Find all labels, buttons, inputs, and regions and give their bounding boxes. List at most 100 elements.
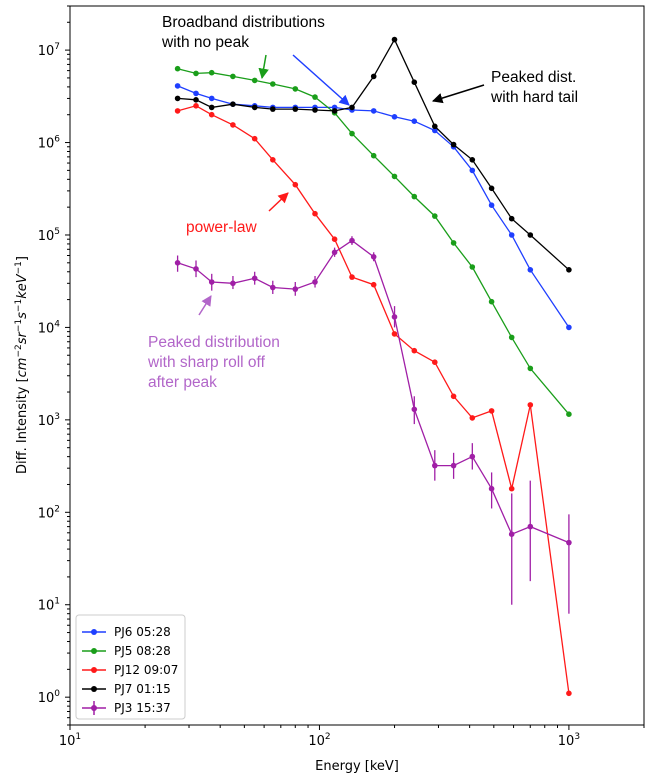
data-point [469, 415, 476, 421]
annotation-sharp-rolloff-line2: with sharp roll off [147, 354, 266, 371]
legend-label-pj3: PJ3 15:37 [114, 701, 171, 715]
data-point [508, 215, 515, 222]
data-point [566, 267, 572, 273]
data-point [292, 106, 299, 112]
data-point [469, 453, 476, 460]
data-point [411, 347, 418, 354]
data-point [208, 69, 215, 76]
data-point [488, 202, 495, 208]
data-point [508, 485, 515, 492]
annotation-peaked-hard-tail: Peaked dist. with hard tail [490, 69, 578, 106]
data-point [527, 232, 534, 238]
series-line-2 [177, 105, 570, 694]
data-point [432, 213, 438, 219]
data-point [527, 523, 534, 530]
series-line-1 [177, 68, 570, 415]
data-point [411, 406, 418, 413]
data-point [432, 127, 438, 134]
legend-label-pj7: PJ7 01:15 [114, 682, 171, 696]
series-line-0 [177, 85, 570, 328]
y-tick-label: 104 [38, 319, 61, 336]
data-point [312, 279, 318, 285]
data-point [411, 118, 418, 124]
data-point [432, 462, 438, 469]
y-tick-label: 101 [38, 597, 60, 614]
data-point [312, 94, 318, 100]
data-point [391, 173, 398, 180]
data-point [370, 253, 377, 260]
arrow-blue [292, 54, 350, 106]
y-tick-label: 107 [38, 42, 60, 59]
data-point [270, 106, 276, 112]
data-point [488, 185, 495, 192]
data-point [566, 539, 572, 546]
data-point [312, 210, 318, 217]
series-4 [174, 236, 572, 614]
data-point [193, 266, 199, 272]
annotation-peaked-hard-line1: Peaked dist. [491, 69, 576, 86]
data-point [469, 157, 476, 163]
data-point [432, 123, 438, 130]
annotation-broadband: Broadband distributions with no peak [161, 14, 325, 51]
legend-item-pj12: PJ12 09:07 [82, 663, 178, 677]
data-point [193, 97, 199, 103]
series-line-3 [177, 38, 570, 271]
data-point [508, 232, 515, 238]
data-point [527, 267, 534, 273]
data-point [270, 157, 276, 163]
x-tick-label: 102 [308, 732, 330, 749]
data-point [450, 141, 457, 148]
legend-marker-pj3 [91, 705, 97, 711]
data-point [331, 236, 338, 242]
annotation-sharp-rolloff: Peaked distribution with sharp roll off … [147, 334, 280, 391]
annotation-power-law-line1: power-law [186, 219, 257, 236]
data-point [349, 104, 355, 111]
annotation-sharp-rolloff-line3: after peak [148, 374, 217, 391]
data-point [193, 90, 199, 97]
legend: PJ6 05:28 PJ5 08:28 PJ12 09:07 PJ7 01:15… [75, 614, 186, 720]
data-point [411, 79, 418, 85]
legend-item-pj5: PJ5 08:28 [82, 644, 171, 658]
data-point [469, 167, 476, 174]
series-line-4 [177, 239, 570, 544]
legend-label-pj12: PJ12 09:07 [114, 663, 178, 677]
y-tick-label: 102 [38, 504, 60, 521]
data-point [331, 249, 338, 256]
data-point [469, 264, 476, 270]
data-point [349, 130, 355, 137]
y-axis-title: Diff. Intensity [cm−2sr−1s−1keV−1] [14, 256, 30, 474]
x-tick-label: 101 [59, 732, 81, 749]
data-point [370, 281, 377, 288]
x-tick-label: 103 [558, 732, 580, 749]
plot-frame [69, 5, 645, 726]
data-point [251, 104, 258, 111]
legend-box [75, 614, 186, 720]
data-point [312, 107, 318, 113]
annotation-broadband-line1: Broadband distributions [162, 14, 325, 31]
legend-marker-pj7 [91, 686, 97, 692]
data-point [174, 95, 181, 102]
legend-marker-pj12 [91, 667, 97, 673]
data-point [270, 81, 276, 87]
data-point [349, 274, 355, 280]
data-point [488, 485, 495, 492]
arrow-green [258, 54, 269, 80]
annotation-peaked-hard-line2: with hard tail [490, 89, 578, 106]
data-point [566, 324, 572, 331]
data-point [527, 365, 534, 372]
annotation-power-law: power-law [186, 219, 257, 236]
data-point [488, 408, 495, 414]
data-point [230, 101, 236, 107]
data-point [251, 77, 258, 84]
data-point [566, 690, 572, 697]
data-point [193, 103, 199, 109]
data-point [174, 260, 181, 266]
data-point [508, 531, 515, 537]
data-point [174, 83, 181, 89]
data-point [370, 108, 377, 114]
data-point [450, 393, 457, 400]
series-0 [174, 83, 572, 331]
legend-item-pj3: PJ3 15:37 [82, 701, 171, 715]
legend-marker-pj6 [91, 629, 97, 635]
